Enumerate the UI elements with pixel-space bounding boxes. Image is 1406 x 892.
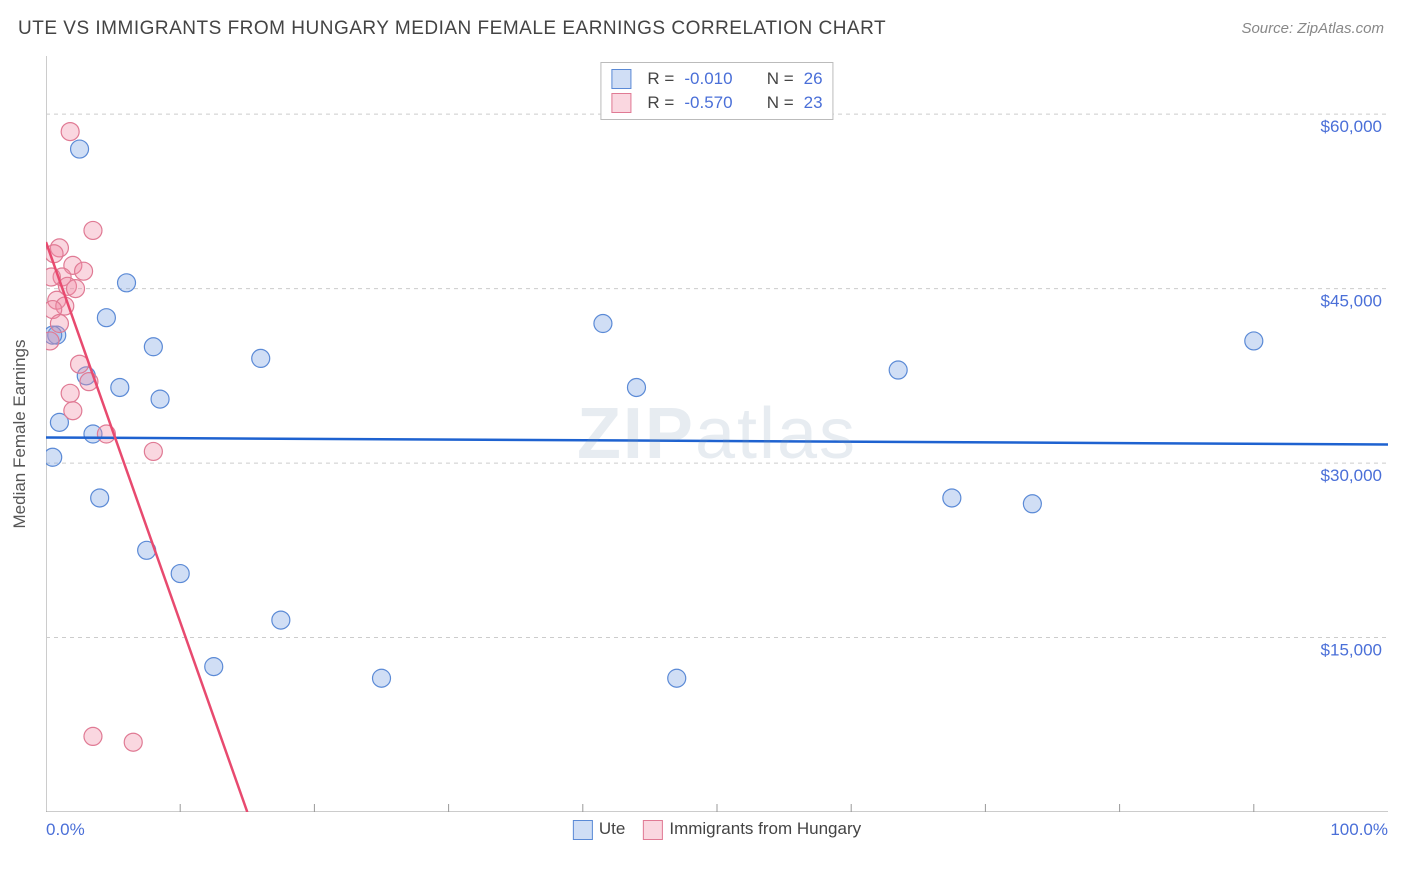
series-legend-label: Immigrants from Hungary [669, 819, 861, 838]
series-legend-item: Immigrants from Hungary [643, 819, 861, 840]
legend-r-value: -0.570 [684, 93, 732, 113]
chart-area: Median Female Earnings $15,000$30,000$45… [46, 56, 1388, 812]
y-axis-label: Median Female Earnings [10, 340, 30, 529]
x-tick-min: 0.0% [46, 820, 85, 840]
plot-svg: $15,000 $30,000 $45,000 $60,000 [46, 56, 1388, 812]
chart-title: UTE VS IMMIGRANTS FROM HUNGARY MEDIAN FE… [18, 18, 886, 40]
series-legend-label: Ute [599, 819, 625, 838]
legend-n-value: 26 [804, 69, 823, 89]
legend-row: R = -0.010 N = 26 [611, 67, 822, 91]
legend-r-label: R = [647, 69, 674, 89]
legend-n-label: N = [767, 93, 794, 113]
x-tick-max: 100.0% [1330, 820, 1388, 840]
series-legend: Ute Immigrants from Hungary [573, 819, 861, 840]
svg-text:$60,000: $60,000 [1321, 117, 1382, 136]
correlation-legend: R = -0.010 N = 26R = -0.570 N = 23 [600, 62, 833, 120]
svg-text:$45,000: $45,000 [1321, 292, 1382, 311]
series-legend-item: Ute [573, 819, 625, 840]
legend-n-label: N = [767, 69, 794, 89]
svg-text:$15,000: $15,000 [1321, 641, 1382, 660]
legend-r-label: R = [647, 93, 674, 113]
legend-n-value: 23 [804, 93, 823, 113]
legend-swatch [573, 820, 593, 840]
legend-swatch [611, 93, 631, 113]
source-attribution: Source: ZipAtlas.com [1241, 20, 1384, 37]
chart-container: UTE VS IMMIGRANTS FROM HUNGARY MEDIAN FE… [0, 0, 1406, 892]
legend-r-value: -0.010 [684, 69, 732, 89]
legend-row: R = -0.570 N = 23 [611, 91, 822, 115]
legend-swatch [611, 69, 631, 89]
svg-text:$30,000: $30,000 [1321, 466, 1382, 485]
legend-swatch [643, 820, 663, 840]
